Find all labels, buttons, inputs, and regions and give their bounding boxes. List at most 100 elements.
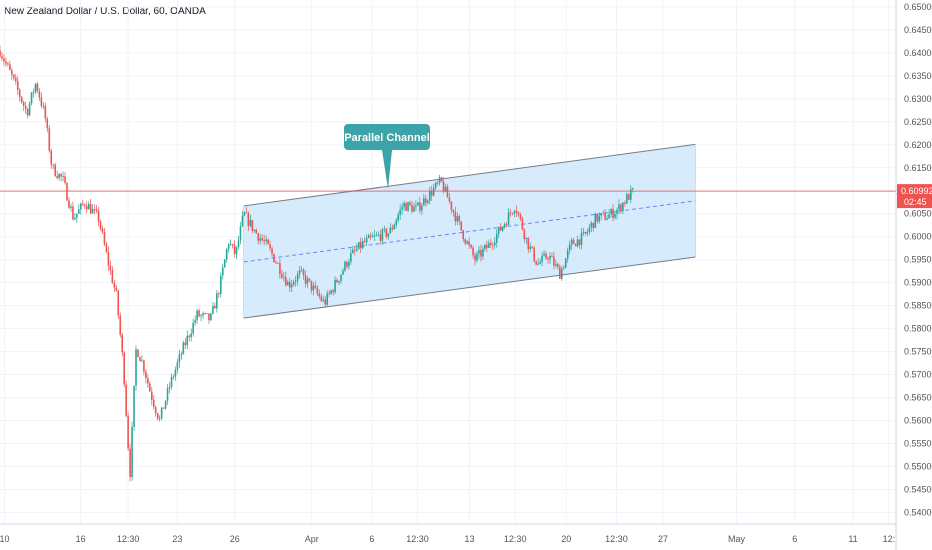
candle-body xyxy=(233,244,236,255)
candle-body xyxy=(440,177,443,182)
candle-body xyxy=(119,315,122,335)
annotation-box[interactable] xyxy=(344,124,430,150)
candle-body xyxy=(81,203,84,205)
candle-body xyxy=(166,388,169,401)
candle-body xyxy=(172,376,175,378)
candle-body xyxy=(488,242,490,249)
candle-body xyxy=(572,239,575,244)
candle-body xyxy=(580,232,583,245)
candle-body xyxy=(626,194,628,204)
candle-body xyxy=(56,176,58,179)
candle-body xyxy=(186,335,189,345)
candle-body xyxy=(283,277,285,278)
candle-body xyxy=(430,190,433,196)
candle-body xyxy=(525,237,528,240)
candle-body xyxy=(377,234,380,236)
candle-body xyxy=(417,202,419,206)
candle-body xyxy=(178,354,181,363)
x-tick-label: 26 xyxy=(230,534,240,544)
candle-body xyxy=(249,219,252,226)
candle-body xyxy=(223,259,226,268)
x-tick-label: 12:30 xyxy=(117,534,140,544)
time-axis[interactable]: 10 16 12:30 23 26 Apr 6 12:30 13 12:30 20 12:30 27 Ma… xyxy=(0,523,896,544)
candle-body xyxy=(129,448,131,477)
candle-body xyxy=(553,256,555,266)
candle-body xyxy=(381,229,384,241)
candle-body xyxy=(527,237,530,250)
candle-body xyxy=(111,269,114,284)
candle-body xyxy=(604,212,606,220)
candle-body xyxy=(501,227,504,231)
candle-body xyxy=(127,415,129,449)
candle-body xyxy=(545,253,547,259)
parallel-channel[interactable] xyxy=(243,143,696,319)
candle-body xyxy=(564,258,567,268)
price-tag-box xyxy=(897,184,932,209)
candle-body xyxy=(198,310,200,317)
candle-body xyxy=(216,293,218,309)
candle-body xyxy=(480,250,482,257)
candle-body xyxy=(113,283,116,288)
candle-body xyxy=(557,264,559,268)
candle-body xyxy=(346,261,348,267)
candle-body xyxy=(54,164,56,177)
candle-body xyxy=(342,270,344,275)
candle-body xyxy=(308,278,311,281)
candle-body xyxy=(243,212,246,216)
candle-body xyxy=(389,227,392,234)
candle-body xyxy=(206,313,208,315)
candle-body xyxy=(562,267,565,269)
candle-body xyxy=(99,221,102,229)
candle-body xyxy=(535,260,537,265)
candle-body xyxy=(359,242,362,249)
candle-body xyxy=(95,209,98,211)
candle-body xyxy=(46,118,49,129)
candle-body xyxy=(551,256,553,257)
candle-body xyxy=(434,182,437,189)
candle-body xyxy=(499,226,502,231)
x-tick-label: May xyxy=(728,534,746,544)
candle-body xyxy=(11,70,13,75)
candle-body xyxy=(328,293,330,295)
candle-body xyxy=(361,241,364,249)
x-tick-label: 12: xyxy=(883,534,896,544)
candle-body xyxy=(312,285,315,291)
candle-body xyxy=(324,299,327,305)
candle-body xyxy=(523,229,526,240)
candle-body xyxy=(490,242,492,245)
candle-body xyxy=(30,92,33,104)
candle-body xyxy=(421,205,423,211)
candle-body xyxy=(214,305,216,309)
channel-annotation[interactable]: Parallel Channel xyxy=(344,124,430,190)
candle-body xyxy=(340,274,342,281)
candle-body xyxy=(237,240,240,248)
candle-body xyxy=(74,217,76,220)
candle-body xyxy=(588,227,591,232)
candle-body xyxy=(474,255,476,261)
candle-body xyxy=(32,92,35,94)
candle-body xyxy=(176,362,179,370)
candle-body xyxy=(547,258,549,260)
candle-body xyxy=(135,349,137,386)
candle-body xyxy=(348,261,350,267)
candle-body xyxy=(212,305,214,314)
candle-body xyxy=(40,97,43,106)
candle-body xyxy=(363,241,366,243)
candle-body xyxy=(202,313,204,316)
candle-body xyxy=(296,273,299,281)
candle-body xyxy=(316,287,319,294)
grid xyxy=(0,0,896,524)
candle-body xyxy=(52,164,55,166)
candle-body xyxy=(484,244,486,249)
candle-body xyxy=(533,247,535,261)
candle-body xyxy=(152,399,155,407)
candle-body xyxy=(357,242,360,249)
candle-body xyxy=(576,239,579,247)
